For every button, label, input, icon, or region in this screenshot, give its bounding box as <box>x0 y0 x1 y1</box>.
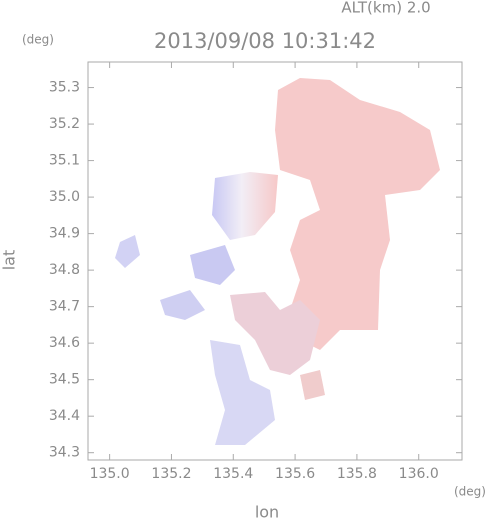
y-tick-label: 34.8 <box>49 262 80 278</box>
y-tick-label: 35.0 <box>49 189 80 205</box>
x-tick-label: 135.4 <box>213 466 253 482</box>
x-tick-label: 135.0 <box>90 466 130 482</box>
x-axis-label: lon <box>255 503 279 521</box>
y-unit: (deg) <box>22 33 54 47</box>
y-axis-label: lat <box>0 250 19 271</box>
y-tick-label: 34.6 <box>49 335 80 351</box>
y-tick-label: 34.4 <box>49 408 80 424</box>
y-tick-label: 34.5 <box>49 372 80 388</box>
x-tick-label: 135.8 <box>337 466 377 482</box>
x-tick-label: 135.6 <box>275 466 315 482</box>
chart-title: 2013/09/08 10:31:42 <box>154 29 376 53</box>
altitude-label: ALT(km) 2.0 <box>341 0 430 17</box>
x-unit: (deg) <box>454 485 486 499</box>
x-tick-label: 136.0 <box>399 466 439 482</box>
x-tick-label: 135.2 <box>151 466 191 482</box>
y-tick-label: 35.1 <box>49 153 80 169</box>
y-tick-label: 34.3 <box>49 445 80 461</box>
plot-frame <box>87 61 463 461</box>
y-tick-label: 34.7 <box>49 299 80 315</box>
echo-field <box>115 78 440 445</box>
y-tick-label: 34.9 <box>49 226 80 242</box>
y-tick-label: 35.2 <box>49 116 80 132</box>
y-tick-label: 35.3 <box>49 80 80 96</box>
